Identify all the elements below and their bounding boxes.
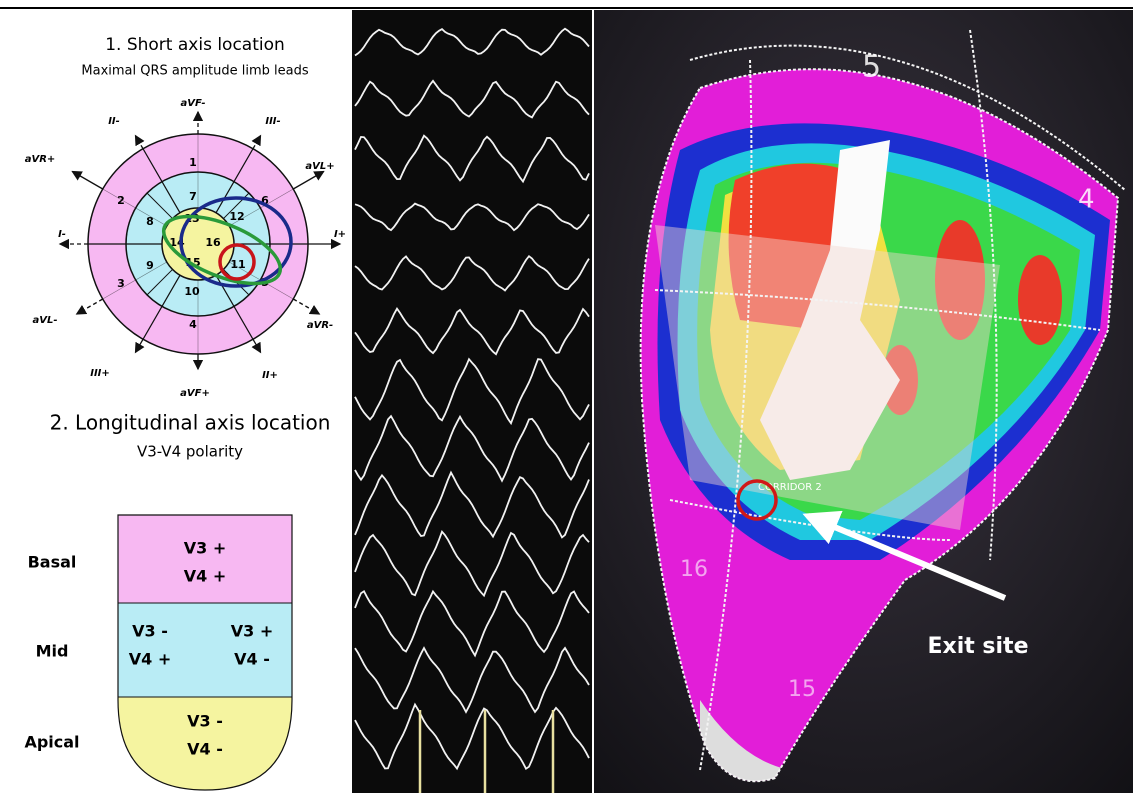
segment-label: 2 (117, 194, 125, 207)
lead-arrow (293, 299, 319, 314)
lead-arrow (72, 172, 102, 190)
lead-label: I+ (334, 229, 346, 240)
lead-label: II- (108, 116, 120, 127)
segment-label: 16 (205, 236, 221, 249)
longitudinal-subtitle: V3-V4 polarity (137, 443, 243, 461)
segment-label: 9 (146, 259, 154, 272)
longitudinal-title: 2. Longitudinal axis location (50, 411, 331, 435)
segment-label: 8 (146, 215, 154, 228)
polarity: V4 - (234, 650, 270, 669)
figure: 1. Short axis location Maximal QRS ampli… (0, 0, 1133, 793)
lead-label: aVR- (307, 320, 333, 331)
segment-label: 1 (189, 156, 197, 169)
map-segment-label: 4 (1078, 185, 1095, 215)
short-axis-subtitle: Maximal QRS amplitude limb leads (81, 64, 308, 79)
lead-arrow (136, 136, 144, 149)
row-label: Apical (24, 733, 79, 752)
segment-label: 12 (229, 210, 244, 223)
lead-arrow (77, 299, 103, 314)
lead-label: aVR+ (25, 154, 56, 165)
lead-label: II+ (262, 370, 278, 381)
lead-label: aVL+ (305, 161, 334, 172)
map-segment-label: 5 (862, 50, 881, 85)
polarity: V4 + (129, 650, 172, 669)
lead-arrow (293, 172, 323, 190)
polarity: V3 - (187, 712, 223, 731)
segment-label: 10 (184, 285, 200, 298)
polarity: V3 + (184, 539, 227, 558)
polarity: V4 + (184, 567, 227, 586)
row-label: Mid (36, 642, 69, 661)
lead-label: III+ (90, 368, 110, 379)
map-segment-label: 16 (680, 557, 708, 582)
lead-arrow (253, 136, 261, 149)
map-segment-label: 15 (788, 677, 816, 702)
lead-label: III- (265, 116, 280, 127)
left-panel: 1. Short axis location Maximal QRS ampli… (24, 35, 346, 793)
ecg-panel (352, 10, 592, 793)
polarity: V3 - (132, 622, 168, 641)
row-label: Basal (28, 553, 77, 572)
short-axis-title: 1. Short axis location (105, 35, 285, 55)
segment-label: 4 (189, 318, 197, 331)
lead-arrow (253, 339, 261, 352)
polarity: V4 - (187, 740, 223, 759)
lead-label: aVF+ (180, 388, 210, 399)
exit-label: Exit site (927, 634, 1028, 659)
lead-label: aVL- (32, 315, 57, 326)
segment-label: 3 (117, 277, 125, 290)
polarity: V3 + (231, 622, 274, 641)
lead-label: aVF- (181, 98, 206, 109)
segment-label: 11 (230, 258, 245, 271)
lead-label: I- (58, 229, 66, 240)
segment-label: 7 (189, 190, 197, 203)
lead-arrow (136, 339, 144, 352)
